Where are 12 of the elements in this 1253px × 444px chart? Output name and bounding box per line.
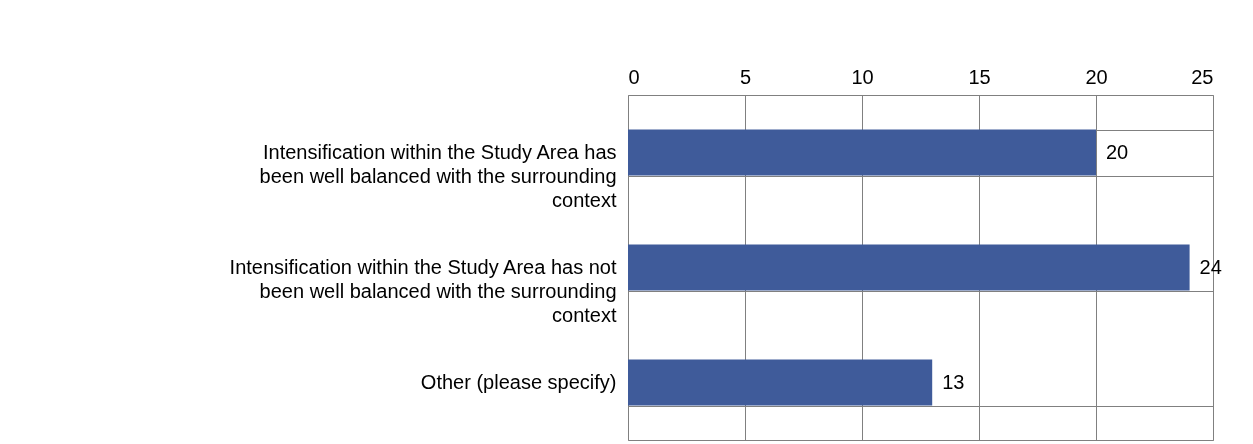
- x-tick-label: 10: [851, 65, 874, 88]
- x-tick-label: 20: [1085, 65, 1108, 88]
- data-label: 24: [1199, 255, 1222, 278]
- x-tick-label: 0: [628, 65, 640, 88]
- y-tick-label: Other (please specify): [420, 371, 617, 393]
- x-tick-label: 5: [739, 65, 752, 88]
- x-tick-label: 25: [1191, 65, 1214, 88]
- y-tick-label: Intensification within the Study Area has not been well balanced with the surrounding context: [229, 256, 617, 326]
- data-label: 20: [1106, 140, 1129, 163]
- data-label: 13: [942, 370, 965, 393]
- y-tick-label: Intensification within the Study Area has been well balanced with the surrounding context: [259, 141, 617, 211]
- x-tick-label: 15: [968, 65, 991, 88]
